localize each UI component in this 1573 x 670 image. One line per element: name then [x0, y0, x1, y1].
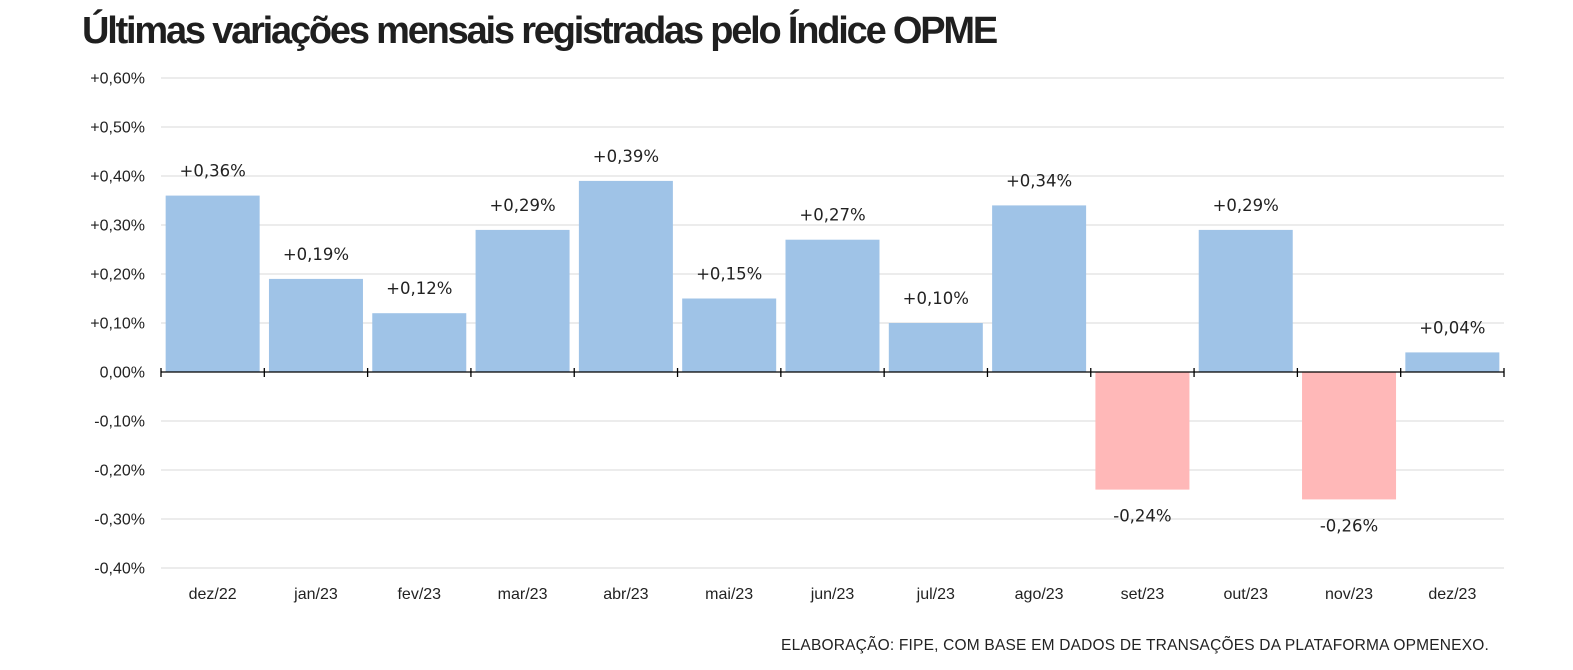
bar — [682, 298, 777, 372]
y-tick-label: +0,20% — [90, 267, 145, 284]
bar — [1198, 229, 1293, 372]
bar — [268, 278, 363, 372]
bars — [165, 180, 1500, 500]
x-tick-label: out/23 — [1223, 586, 1268, 603]
data-label: +0,34% — [1006, 171, 1072, 190]
x-tick-label: mar/23 — [498, 586, 548, 603]
y-tick-label: +0,50% — [90, 120, 145, 137]
data-label: +0,15% — [696, 265, 762, 284]
x-tick-label: dez/23 — [1428, 586, 1476, 603]
x-tick-label: jan/23 — [293, 586, 338, 603]
y-tick-label: +0,40% — [90, 169, 145, 186]
bar — [165, 195, 260, 372]
data-label: +0,10% — [903, 289, 969, 308]
data-label: +0,04% — [1419, 318, 1485, 337]
x-tick-label: mai/23 — [705, 586, 753, 603]
x-tick-label: fev/23 — [397, 586, 441, 603]
bar — [785, 239, 880, 372]
y-tick-label: +0,10% — [90, 316, 145, 333]
data-label: -0,24% — [1113, 507, 1171, 526]
bar — [888, 323, 983, 372]
data-label: +0,19% — [283, 245, 349, 264]
x-tick-label: abr/23 — [603, 586, 648, 603]
y-tick-label: -0,20% — [94, 463, 145, 480]
bar — [992, 205, 1087, 372]
data-label: +0,27% — [799, 206, 865, 225]
x-tick-label: jun/23 — [810, 586, 855, 603]
data-label: +0,36% — [180, 162, 246, 181]
bar — [475, 229, 570, 372]
bar — [1095, 372, 1190, 490]
chart-title: Últimas variações mensais registradas pe… — [82, 10, 998, 52]
x-axis — [160, 368, 1505, 377]
bar — [372, 313, 467, 372]
y-tick-label: -0,30% — [94, 512, 145, 529]
x-tick-label: dez/22 — [189, 586, 237, 603]
x-tick-label: jul/23 — [916, 586, 955, 603]
data-label: +0,29% — [1213, 196, 1279, 215]
x-tick-label: ago/23 — [1015, 586, 1064, 603]
y-tick-label: +0,30% — [90, 218, 145, 235]
x-axis-tick-labels: dez/22 jan/23 fev/23 mar/23 abr/23 mai/23 jun/… — [189, 586, 1477, 603]
y-tick-label: +0,60% — [90, 71, 145, 88]
data-label: +0,12% — [386, 279, 452, 298]
y-tick-label: -0,10% — [94, 414, 145, 431]
bar — [1302, 372, 1397, 500]
data-label: -0,26% — [1320, 516, 1378, 535]
data-label: +0,29% — [489, 196, 555, 215]
x-tick-label: set/23 — [1121, 586, 1165, 603]
y-axis-tick-labels: +0,60% +0,50% +0,40% +0,30% +0,20% +0,10% 0,00… — [90, 71, 145, 578]
bar — [1405, 352, 1500, 372]
y-tick-label: 0,00% — [100, 365, 145, 382]
source-note: ELABORAÇÃO: FIPE, COM BASE EM DADOS DE T… — [781, 637, 1489, 654]
bar — [578, 180, 673, 372]
x-tick-label: nov/23 — [1325, 586, 1373, 603]
data-label: +0,39% — [593, 147, 659, 166]
y-tick-label: -0,40% — [94, 561, 145, 578]
data-labels: +0,36% +0,19% +0,12% +0,29% +0,39% +0,15% +0,2… — [180, 147, 1486, 536]
